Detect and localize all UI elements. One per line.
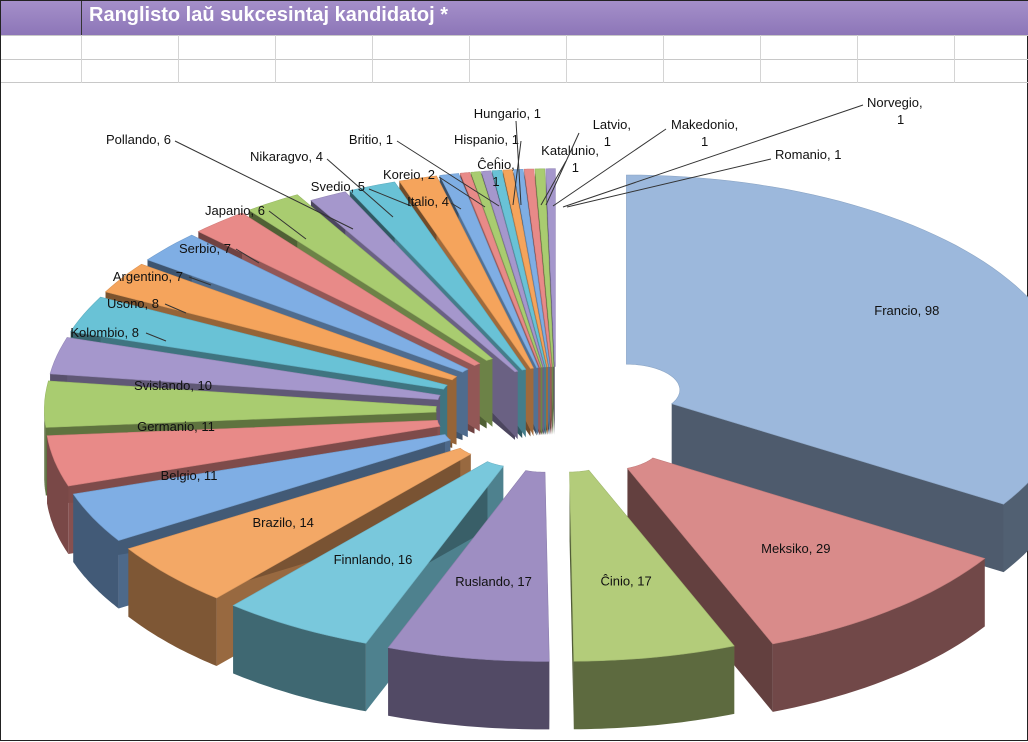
data-label-makedonio: Makedonio,1 <box>671 117 738 149</box>
data-label-romanio: Romanio, 1 <box>775 147 841 162</box>
data-label-kolombio: Kolombio, 8 <box>70 325 139 340</box>
data-label-hispanio: Hispanio, 1 <box>454 132 519 147</box>
data-label-hungario: Hungario, 1 <box>474 106 541 121</box>
data-label-germanio: Germanio, 11 <box>137 419 215 434</box>
data-label-pollando: Pollando, 6 <box>106 132 171 147</box>
data-label-britio: Britio, 1 <box>349 132 393 147</box>
data-label-svislando: Svislando, 10 <box>134 378 212 393</box>
data-label-ruslando: Ruslando, 17 <box>455 574 532 589</box>
data-label-finnlando: Finnlando, 16 <box>334 552 413 567</box>
data-label-serbio: Serbio, 7 <box>179 241 231 256</box>
data-label-belgio: Belgio, 11 <box>161 468 218 483</box>
data-label-svedio: Svedio, 5 <box>311 179 365 194</box>
data-label-francio: Francio, 98 <box>874 303 939 318</box>
data-label-nikaragvo: Nikaragvo, 4 <box>250 149 323 164</box>
data-label-usono: Usono, 8 <box>107 296 159 311</box>
data-label-argentino: Argentino, 7 <box>113 269 183 284</box>
data-label-italio: Italio, 4 <box>407 194 449 209</box>
data-label-meksiko: Meksiko, 29 <box>761 541 830 556</box>
data-label-koreio: Koreio, 2 <box>383 167 435 182</box>
data-label-ĉinio: Ĉinio, 17 <box>600 574 651 589</box>
data-label-norvegio: Norvegio,1 <box>867 95 923 127</box>
data-label-japanio: Japanio, 6 <box>205 203 265 218</box>
data-label-brazilo: Brazilo, 14 <box>252 515 313 530</box>
